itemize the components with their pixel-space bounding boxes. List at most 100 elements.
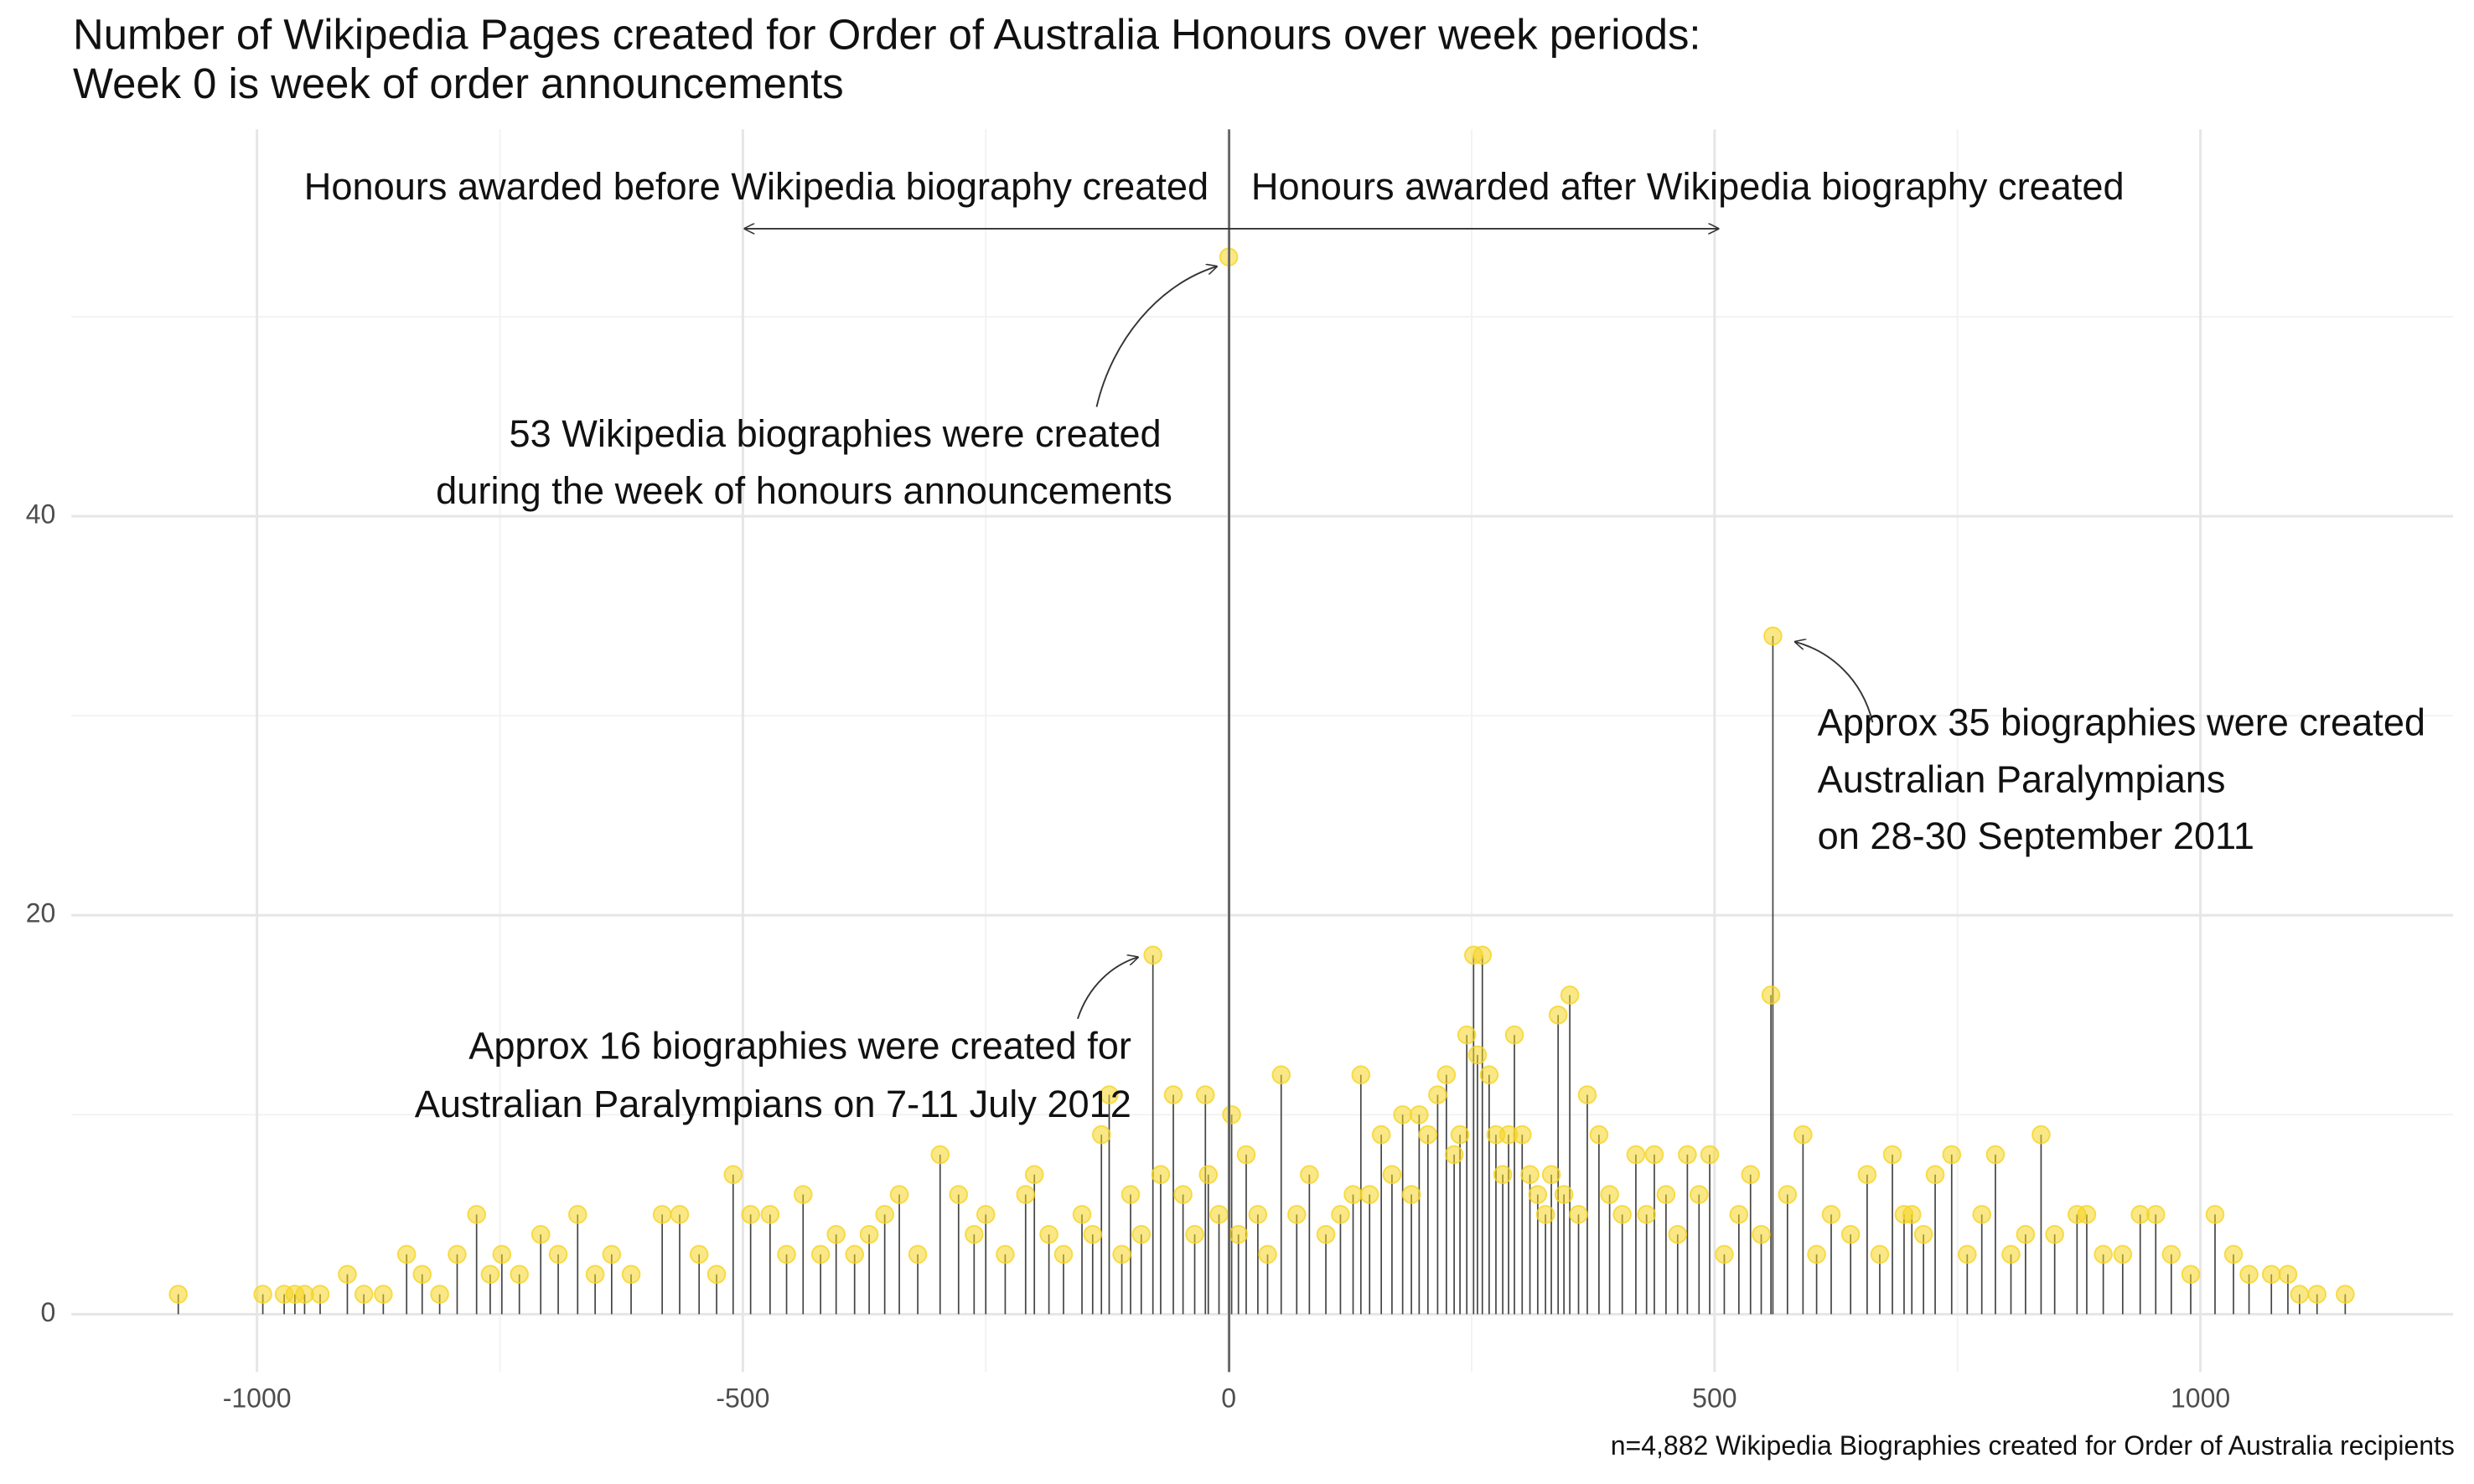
y-tick-label: 40 — [26, 499, 56, 530]
annotation: Honours awarded after Wikipedia biograph… — [1251, 165, 2125, 208]
point — [1359, 1185, 1379, 1204]
point — [706, 1264, 727, 1285]
point — [2130, 1205, 2150, 1224]
point — [1577, 1085, 1597, 1104]
point — [1626, 1145, 1646, 1165]
point — [1436, 1065, 1457, 1084]
point — [1300, 1165, 1319, 1184]
point — [1600, 1185, 1619, 1204]
point — [548, 1244, 568, 1264]
point — [1700, 1145, 1720, 1165]
x-tick-label: -1000 — [223, 1383, 292, 1414]
point — [2205, 1205, 2225, 1224]
point — [1778, 1185, 1798, 1204]
point — [1163, 1085, 1183, 1104]
point — [1761, 985, 1781, 1005]
point — [412, 1264, 432, 1285]
point — [1053, 1244, 1074, 1264]
point — [2113, 1244, 2133, 1264]
point — [1258, 1244, 1277, 1264]
point — [670, 1205, 690, 1224]
point — [1840, 1224, 1861, 1244]
point — [2045, 1224, 2064, 1244]
point — [1913, 1224, 1933, 1244]
point — [1520, 1165, 1540, 1184]
point — [1690, 1185, 1709, 1204]
point — [1039, 1224, 1058, 1244]
point — [1857, 1165, 1877, 1184]
annotation: 53 Wikipedia biographies were created — [510, 412, 1162, 455]
point — [1271, 1065, 1291, 1084]
point — [826, 1224, 846, 1244]
point — [889, 1185, 909, 1204]
point — [1209, 1205, 1229, 1224]
point — [354, 1285, 374, 1304]
point — [1382, 1165, 1402, 1184]
point — [1331, 1205, 1350, 1224]
point — [1100, 1085, 1119, 1104]
point — [1185, 1224, 1204, 1244]
point — [1870, 1244, 1890, 1264]
point — [448, 1244, 467, 1264]
point — [1286, 1205, 1307, 1224]
point — [396, 1244, 417, 1264]
point — [168, 1285, 189, 1304]
point — [1131, 1224, 1152, 1244]
point — [1741, 1165, 1761, 1184]
annotation-arrow — [1077, 957, 1138, 1020]
point — [2145, 1205, 2166, 1224]
point — [1656, 1185, 1676, 1204]
x-tick-label: 1000 — [2171, 1383, 2230, 1414]
point — [1985, 1145, 2006, 1165]
point — [1393, 1104, 1412, 1125]
point — [1972, 1205, 1991, 1224]
point — [1554, 1185, 1574, 1204]
point — [338, 1264, 357, 1285]
point — [875, 1205, 894, 1224]
point — [1173, 1185, 1193, 1204]
point — [1958, 1244, 1977, 1264]
point — [1793, 1125, 1813, 1145]
point — [2094, 1244, 2113, 1264]
y-tick-label: 20 — [26, 898, 56, 928]
annotation: Honours awarded before Wikipedia biograp… — [304, 165, 1209, 208]
point — [1371, 1125, 1391, 1145]
point — [1479, 1065, 1499, 1084]
point — [949, 1185, 969, 1204]
point — [1229, 1224, 1248, 1244]
point — [1410, 1104, 1429, 1125]
point — [1450, 1125, 1470, 1145]
marks — [168, 247, 2355, 1315]
point — [1428, 1085, 1447, 1104]
point — [2161, 1244, 2182, 1264]
chart-title: Week 0 is week of order announcements — [73, 59, 844, 107]
annotation: during the week of honours announcements — [436, 469, 1172, 512]
point — [652, 1205, 672, 1224]
point — [810, 1244, 831, 1264]
point — [1083, 1224, 1103, 1244]
point — [1535, 1205, 1555, 1224]
point — [996, 1244, 1015, 1264]
point — [1668, 1224, 1688, 1244]
point — [2278, 1264, 2298, 1285]
point — [965, 1224, 984, 1244]
point — [430, 1285, 449, 1304]
point — [1343, 1185, 1363, 1204]
point — [602, 1244, 622, 1264]
point — [1198, 1165, 1219, 1184]
point — [1715, 1244, 1734, 1264]
grid — [71, 129, 2454, 1373]
x-tick-label: 0 — [1221, 1383, 1236, 1414]
point — [2001, 1244, 2021, 1264]
point — [1222, 1104, 1241, 1125]
point — [1401, 1185, 1421, 1204]
point — [1112, 1244, 1131, 1264]
point — [2077, 1205, 2097, 1224]
x-tick-label: -500 — [716, 1383, 769, 1414]
annotation: on 28-30 September 2011 — [1818, 814, 2254, 857]
point — [295, 1285, 314, 1304]
point — [1902, 1205, 1922, 1224]
point — [1925, 1165, 1945, 1184]
